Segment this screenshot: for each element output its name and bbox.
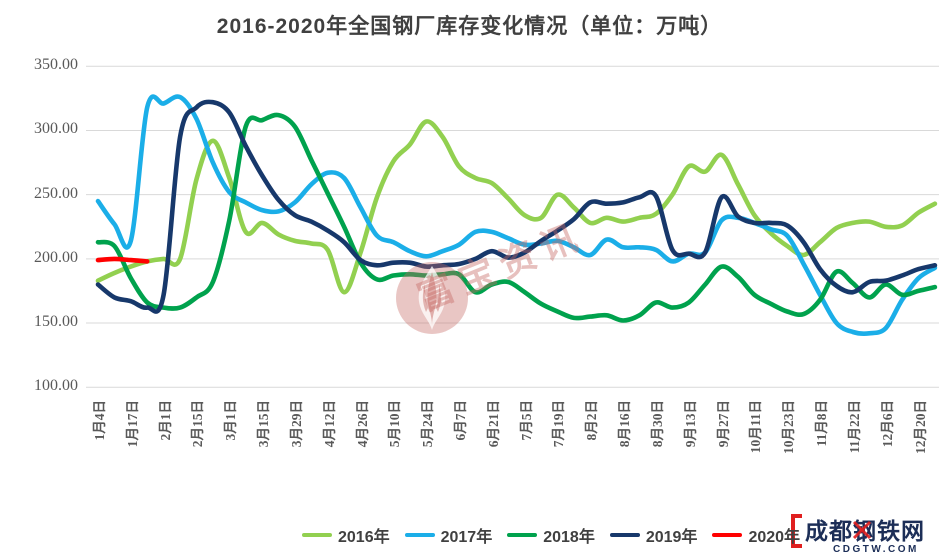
line-series-2019年 — [95, 99, 938, 314]
x-axis-tick-label: 12月20日 — [912, 400, 928, 454]
x-axis-tick-label: 7月19日 — [551, 400, 567, 448]
x-axis-tick-label: 5月24日 — [420, 400, 436, 448]
x-axis-tick-label: 8月30日 — [649, 400, 665, 448]
legend-label: 2016年 — [338, 529, 390, 546]
x-axis-tick-label: 3月15日 — [256, 400, 272, 448]
y-axis-tick-label: 200.00 — [34, 248, 78, 266]
x-axis-tick-label: 5月10日 — [387, 400, 403, 448]
y-axis-tick-label: 150.00 — [34, 313, 78, 331]
legend-label: 2017年 — [440, 529, 493, 546]
y-axis-tick-label: 350.00 — [34, 56, 78, 74]
x-axis-tick-label: 11月8日 — [814, 400, 830, 447]
legend-item-2016年: 2016年 — [302, 523, 390, 547]
x-axis-tick-label: 6月7日 — [453, 400, 469, 441]
chart-title: 2016-2020年全国钢厂库存变化情况（单位：万吨） — [216, 15, 723, 38]
legend-label: 2020年 — [748, 529, 801, 546]
x-axis-tick-label: 10月11日 — [748, 400, 764, 454]
legend-item-2017年: 2017年 — [404, 523, 493, 547]
x-axis-tick-label: 8月2日 — [584, 400, 600, 441]
y-axis-tick-label: 250.00 — [34, 184, 78, 202]
legend-label: 2018年 — [543, 529, 595, 546]
y-axis-tick-label: 100.00 — [34, 377, 78, 395]
line-series-2018年 — [95, 112, 938, 323]
x-axis-tick-label: 9月13日 — [682, 400, 698, 448]
legend-item-2018年: 2018年 — [507, 523, 595, 547]
site-logo-x-mark-icon — [852, 520, 872, 540]
line-series-2017年 — [95, 94, 938, 336]
chart-legend: 2016年 2017年 2018年 2019年 2020年 — [302, 523, 800, 547]
legend-line-swatch-icon — [609, 532, 640, 538]
legend-line-swatch-icon — [507, 532, 538, 538]
x-axis-tick-label: 1月17日 — [124, 400, 140, 448]
x-axis-tick-label: 3月29日 — [288, 400, 304, 448]
y-axis-tick-label: 300.00 — [34, 120, 78, 138]
x-axis-tick-label: 2月1日 — [157, 400, 173, 441]
x-axis-tick-label: 7月5日 — [518, 400, 534, 441]
x-axis-tick-label: 9月27日 — [715, 400, 731, 448]
legend-item-2019年: 2019年 — [609, 523, 698, 547]
legend-line-swatch-icon — [404, 532, 435, 538]
x-axis-tick-label: 8月16日 — [617, 400, 633, 448]
x-axis-tick-label: 11月22日 — [846, 400, 862, 454]
legend-label: 2019年 — [645, 529, 698, 546]
x-axis-tick-label: 2月15日 — [190, 400, 206, 448]
x-axis-tick-label: 12月6日 — [879, 400, 895, 448]
legend-item-2020年: 2020年 — [712, 523, 800, 547]
x-axis-tick-label: 1月4日 — [92, 400, 107, 441]
x-axis-tick-label: 10月23日 — [781, 400, 797, 454]
x-axis-tick-label: 6月21日 — [485, 400, 501, 448]
x-axis-tick-label: 3月1日 — [223, 400, 239, 441]
watermark-flame-logo-icon — [396, 262, 468, 334]
x-axis-tick-label: 4月12日 — [321, 400, 337, 448]
legend-line-swatch-icon — [302, 532, 332, 538]
site-logo-bracket-icon — [791, 514, 802, 548]
legend-line-swatch-icon — [712, 532, 743, 538]
x-axis-tick-label: 4月26日 — [354, 400, 370, 448]
site-logo: 成都钢铁网 CDGTW.COM — [791, 514, 924, 555]
line-series-2020年 — [95, 256, 150, 264]
site-logo-url: CDGTW.COM — [833, 544, 919, 555]
